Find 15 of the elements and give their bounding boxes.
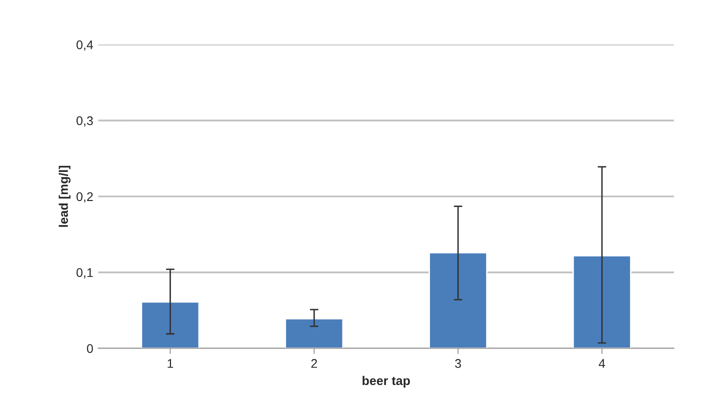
bar — [284, 318, 344, 348]
y-tick-label: 0,1 — [76, 268, 93, 278]
y-tick-label: 0,4 — [76, 40, 94, 51]
bar — [428, 252, 488, 348]
bar — [140, 301, 200, 348]
x-tick-label: 2 — [311, 359, 317, 368]
y-axis-title: lead [mg/l] — [58, 166, 70, 227]
x-axis-title: beer tap — [362, 376, 410, 388]
y-tick-label: 0 — [86, 344, 93, 353]
x-tick-label: 4 — [598, 359, 606, 368]
bar — [572, 254, 632, 348]
x-tick-label: 3 — [455, 359, 461, 368]
x-tick-label: 1 — [168, 359, 174, 368]
y-tick-label: 0,3 — [76, 116, 93, 127]
y-tick-label: 0,2 — [76, 192, 93, 203]
